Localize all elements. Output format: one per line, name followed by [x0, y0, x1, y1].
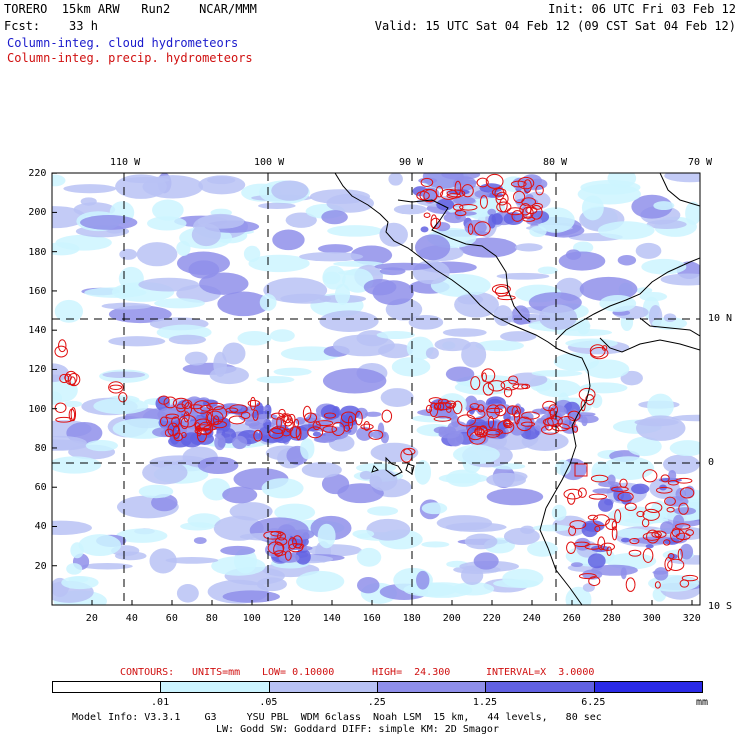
forecast-hour: Fcst: 33 h [4, 19, 98, 33]
y-tick-label: 180 [28, 246, 47, 258]
y-tick-label: 220 [28, 168, 47, 180]
colorbar-segment [268, 681, 378, 693]
x-tick-label: 120 [282, 613, 301, 624]
cloud-hydrometeor-shading [52, 173, 700, 605]
contour-interval: INTERVAL=X 3.0000 [486, 667, 595, 678]
colorbar-segment [485, 681, 595, 693]
x-tick-label: 160 [362, 613, 381, 624]
colorbar-segment [593, 681, 703, 693]
lon-label-100w: 100 W [254, 157, 285, 168]
x-tick-label: 220 [482, 613, 501, 624]
colorbar-segment [377, 681, 487, 693]
x-tick-label: 280 [602, 613, 621, 624]
lat-label-10s: 10 S [708, 601, 733, 612]
y-tick-label: 200 [28, 207, 47, 219]
lat-lon-grid [52, 173, 700, 605]
cloud-field-label: Column-integ. cloud hydrometeors [7, 36, 239, 50]
physics-info: LW: Godd SW: Goddard DIFF: simple KM: 2D… [216, 724, 499, 735]
colorbar-level-label: 1.25 [472, 697, 498, 708]
x-tick-label: 60 [165, 613, 178, 624]
colorbar-segment [52, 681, 162, 693]
y-tick-label: 140 [28, 325, 47, 337]
run-title: TORERO 15km ARW Run2 NCAR/MMM [4, 2, 257, 16]
y-tick-label: 160 [28, 285, 47, 297]
coastlines [334, 173, 700, 605]
colorbar-segment [160, 681, 270, 693]
colorbar-level-label: .01 [151, 697, 170, 708]
x-tick-label: 300 [642, 613, 661, 624]
x-tick-label: 20 [85, 613, 98, 624]
y-tick-label: 20 [34, 560, 47, 572]
lat-label-10n: 10 N [708, 313, 733, 324]
contour-label: CONTOURS: [120, 667, 175, 678]
x-tick-label: 80 [205, 613, 218, 624]
map-frame [51, 172, 701, 606]
precip-hydrometeor-contours [54, 173, 699, 592]
y-tick-label: 100 [28, 403, 47, 415]
model-info: Model Info: V3.3.1 G3 YSU PBL WDM 6class… [72, 712, 602, 723]
y-tick-label: 80 [34, 442, 47, 454]
contour-high: HIGH= 24.300 [372, 667, 451, 678]
x-tick-label: 200 [442, 613, 461, 624]
lon-label-110w: 110 W [110, 157, 141, 168]
x-tick-label: 320 [682, 613, 701, 624]
lon-label-90w: 90 W [399, 157, 424, 168]
x-tick-label: 260 [562, 613, 581, 624]
precip-field-label: Column-integ. precip. hydrometeors [7, 51, 253, 65]
x-tick-label: 100 [242, 613, 261, 624]
colorbar-units: mm [696, 697, 709, 708]
y-tick-label: 120 [28, 364, 47, 376]
lon-label-70w: 70 W [688, 157, 713, 168]
lon-label-80w: 80 W [543, 157, 568, 168]
colorbar-level-label: 6.25 [581, 697, 606, 708]
valid-time: Valid: 15 UTC Sat 04 Feb 12 (09 CST Sat … [374, 19, 736, 33]
lat-label-0: 0 [708, 457, 715, 468]
x-tick-label: 180 [402, 613, 421, 624]
contour-units: UNITS=mm [192, 667, 241, 678]
init-time: Init: 06 UTC Fri 03 Feb 12 [548, 2, 736, 16]
colorbar-level-label: .25 [367, 697, 386, 708]
x-tick-label: 40 [125, 613, 138, 624]
y-tick-label: 60 [34, 482, 47, 494]
colorbar-level-label: .05 [259, 697, 278, 708]
x-tick-label: 240 [522, 613, 541, 624]
y-tick-label: 40 [34, 521, 47, 533]
contour-low: LOW= 0.10000 [262, 667, 335, 678]
x-tick-label: 140 [322, 613, 341, 624]
